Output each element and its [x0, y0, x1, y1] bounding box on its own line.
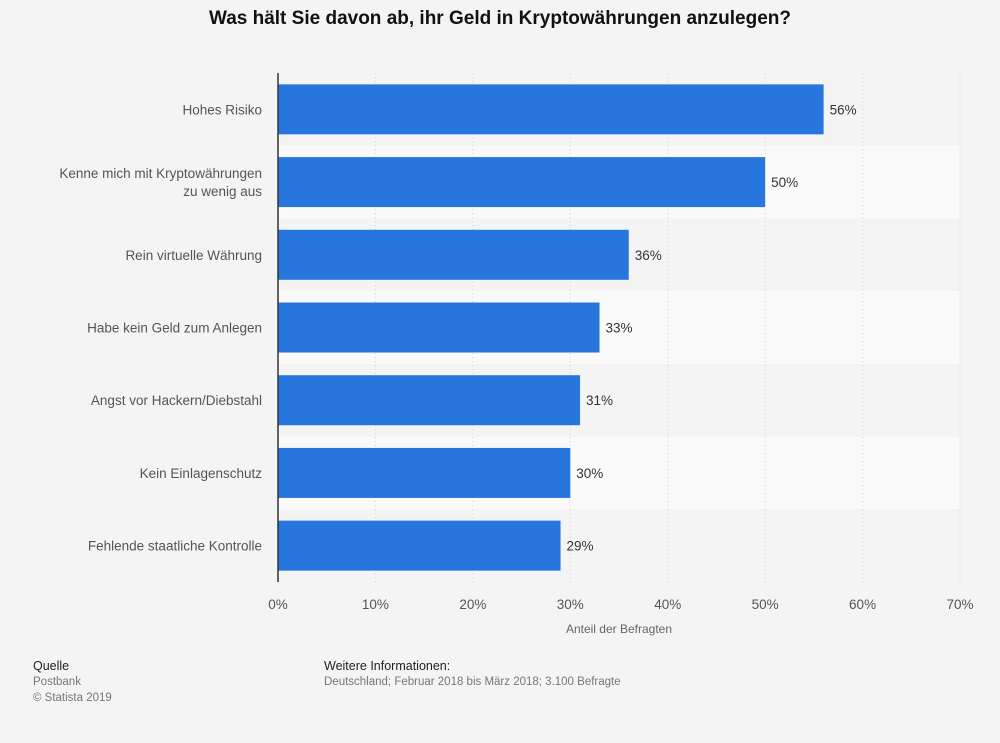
bar: [278, 229, 629, 280]
value-label: 56%: [830, 102, 857, 117]
bar: [278, 157, 766, 208]
chart-title: Was hält Sie davon ab, ihr Geld in Krypt…: [208, 8, 792, 29]
category-label: Rein virtuelle Währung: [125, 248, 262, 263]
category-label: Hohes Risiko: [182, 102, 262, 117]
x-tick-label: 20%: [459, 597, 486, 612]
info-text: Deutschland; Februar 2018 bis März 2018;…: [324, 676, 621, 688]
category-label: Kein Einlagenschutz: [140, 466, 263, 481]
bar: [278, 302, 600, 353]
value-label: 50%: [771, 175, 798, 190]
value-label: 31%: [586, 393, 613, 408]
source-block: Quelle Postbank © Statista 2019: [33, 658, 112, 706]
category-label: Angst vor Hackern/Diebstahl: [91, 393, 262, 408]
x-axis-title: Anteil der Befragten: [566, 622, 672, 636]
value-label: 30%: [576, 466, 603, 481]
info-heading: Weitere Informationen:: [324, 659, 451, 673]
value-label: 36%: [635, 248, 662, 263]
x-tick-label: 30%: [557, 597, 584, 612]
source-heading: Quelle: [33, 659, 70, 673]
bar-chart: Hohes Risiko Kenne mich mit Kryptowährung…: [59, 73, 974, 636]
bar: [278, 447, 571, 498]
category-label: Habe kein Geld zum Anlegen: [87, 321, 262, 336]
x-tick-label: 60%: [849, 597, 876, 612]
value-labels: 56% 50% 36% 33% 31% 30% 29%: [567, 102, 857, 553]
source-name: Postbank: [33, 676, 81, 688]
bar: [278, 520, 561, 571]
x-axis-ticks: 0% 10% 20% 30% 40% 50% 60% 70%: [268, 597, 973, 612]
x-tick-label: 40%: [654, 597, 681, 612]
x-tick-label: 0%: [268, 597, 288, 612]
category-labels: Hohes Risiko Kenne mich mit Kryptowährung…: [59, 102, 262, 553]
x-tick-label: 10%: [362, 597, 389, 612]
x-tick-label: 50%: [752, 597, 779, 612]
bars: [278, 84, 824, 571]
info-block: Weitere Informationen: Deutschland; Febr…: [324, 658, 621, 690]
value-label: 33%: [606, 321, 633, 336]
x-tick-label: 70%: [946, 597, 973, 612]
value-label: 29%: [567, 539, 594, 554]
bar: [278, 375, 581, 426]
category-label: Kenne mich mit Kryptowährungen zu wenig a…: [59, 166, 262, 199]
bar: [278, 84, 824, 135]
copyright: © Statista 2019: [33, 692, 112, 704]
category-label: Fehlende staatliche Kontrolle: [88, 539, 262, 554]
